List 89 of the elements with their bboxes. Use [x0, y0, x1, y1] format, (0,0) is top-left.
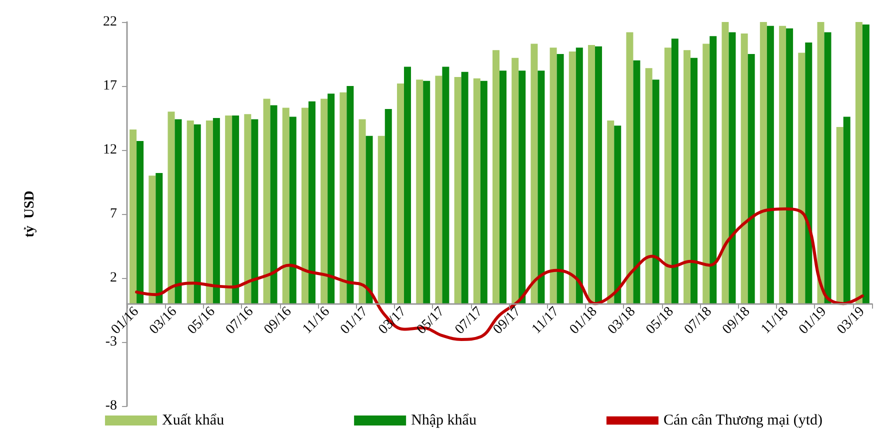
y-tick-label: 12 [103, 142, 117, 158]
bar [798, 52, 806, 304]
bar [461, 72, 468, 304]
bar [740, 34, 748, 304]
bar [186, 120, 194, 304]
y-tick-label: 22 [103, 14, 117, 30]
bar [270, 105, 278, 304]
bar [423, 80, 430, 304]
legend-label: Nhập khẩu [411, 412, 477, 428]
y-tick-label: 2 [110, 270, 117, 286]
bar [538, 70, 545, 304]
bar [396, 83, 404, 304]
bar [862, 24, 870, 304]
bar [416, 80, 424, 304]
bar [358, 119, 366, 304]
bar [550, 48, 557, 304]
y-axis-title: tỷ USD [22, 190, 38, 238]
bar [633, 60, 640, 304]
bar [212, 118, 220, 304]
legend-label: Cán cân Thương mại (ytd) [663, 412, 823, 428]
bar [346, 86, 354, 304]
bar [684, 50, 691, 304]
legend-label: Xuất khẩu [162, 412, 225, 428]
y-tick-label: -8 [105, 398, 117, 414]
bar [652, 80, 660, 304]
bar [194, 124, 201, 304]
bar [817, 22, 824, 304]
y-tick-label: 17 [103, 78, 117, 94]
bar [855, 22, 862, 304]
bar [320, 98, 328, 304]
bar [645, 68, 652, 304]
bar [568, 51, 576, 304]
bar [702, 44, 710, 304]
bar [366, 136, 373, 304]
y-tick-label: -3 [105, 334, 117, 350]
bar [156, 173, 163, 304]
bar [614, 126, 622, 304]
bar [384, 109, 392, 304]
bar [263, 98, 270, 304]
bar [473, 78, 480, 304]
bar [518, 70, 526, 304]
bar [130, 130, 137, 304]
bar [232, 115, 240, 304]
bar [786, 28, 794, 304]
bar [805, 42, 812, 304]
bar [301, 108, 308, 304]
bar [664, 48, 672, 304]
bar [308, 101, 316, 304]
bar [500, 70, 506, 304]
bar [512, 58, 519, 304]
bar [556, 54, 564, 304]
bar [251, 119, 258, 304]
bar [824, 32, 832, 304]
bar [779, 26, 786, 304]
bar [404, 66, 411, 304]
bar [722, 22, 729, 304]
bar [671, 38, 678, 304]
bar [492, 50, 500, 304]
bar [289, 116, 296, 304]
bar [378, 136, 385, 304]
y-tick-label: 7 [110, 206, 117, 222]
bar [174, 119, 182, 304]
bar [328, 94, 335, 304]
bar [340, 92, 347, 304]
bar [843, 116, 850, 304]
bar [282, 108, 290, 304]
bar [480, 80, 488, 304]
bar [454, 77, 462, 304]
bar [836, 126, 844, 304]
bar [244, 114, 252, 304]
bar [435, 76, 442, 304]
bar [728, 32, 736, 304]
bar [225, 115, 232, 304]
bar [766, 26, 774, 304]
bar [760, 22, 767, 304]
bar [710, 36, 717, 304]
bar [442, 66, 450, 304]
bar [690, 58, 698, 304]
bar [136, 141, 144, 304]
bar [148, 176, 156, 304]
bar [576, 48, 583, 304]
bar [206, 120, 213, 304]
bar [588, 45, 596, 304]
bar [168, 112, 175, 304]
bar [530, 44, 538, 304]
bar [607, 120, 614, 304]
bar [626, 32, 634, 304]
bar [595, 46, 602, 304]
bar [748, 54, 755, 304]
